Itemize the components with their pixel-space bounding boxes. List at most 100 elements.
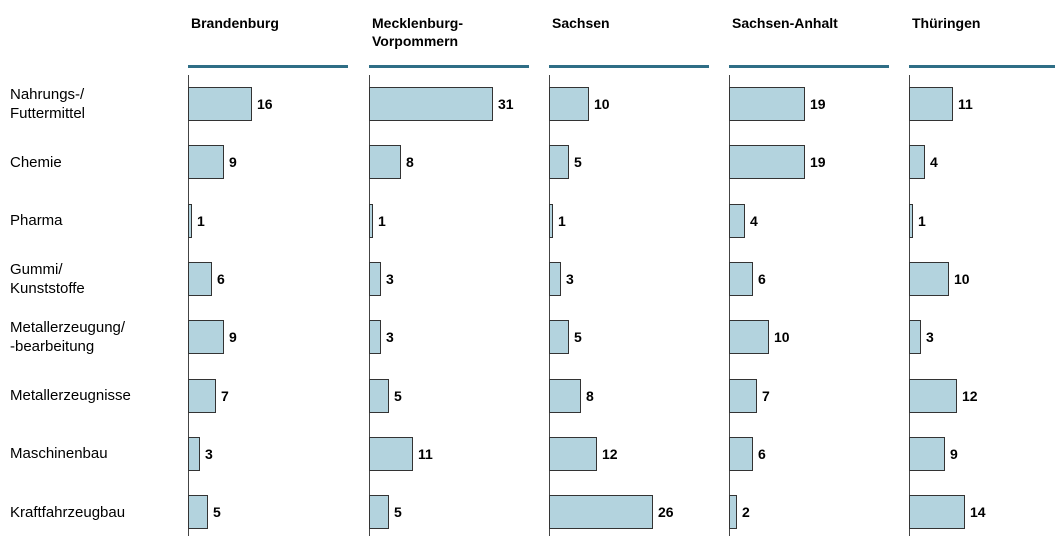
value-label: 7: [762, 387, 770, 404]
category-label: Kraftfahrzeugbau: [10, 503, 126, 521]
axis-line: [549, 75, 550, 536]
bar: [188, 378, 216, 413]
value-label: 6: [758, 270, 766, 287]
value-label: 1: [918, 212, 926, 229]
value-label: 11: [958, 96, 973, 112]
bar: [549, 261, 561, 296]
bar: [729, 87, 805, 121]
value-label: 9: [229, 154, 237, 171]
value-label: 14: [970, 504, 986, 521]
bar: [369, 87, 493, 121]
category-label: Chemie: [10, 153, 62, 171]
bar: [729, 378, 757, 413]
category-label: Maschinenbau: [10, 445, 108, 463]
value-label: 5: [574, 329, 582, 346]
category-label: Metallerzeugnisse: [10, 387, 131, 404]
bar: [729, 495, 737, 530]
category-label: Metallerzeugung/ -bearbeitung: [10, 319, 126, 356]
bar: [188, 436, 200, 471]
value-label: 1: [558, 212, 566, 229]
bar: [549, 378, 581, 413]
bar: [909, 87, 953, 121]
value-label: 5: [394, 504, 402, 521]
value-label: 8: [586, 387, 594, 404]
value-label: 31: [498, 96, 514, 112]
bar: [549, 320, 569, 355]
bar: [188, 87, 252, 121]
bar: [909, 261, 949, 296]
bar: [729, 203, 745, 238]
value-label: 26: [658, 504, 674, 521]
bar: [188, 203, 192, 238]
value-label: 4: [930, 154, 938, 171]
title-underline: [369, 65, 529, 68]
value-label: 9: [950, 445, 958, 462]
bar: [369, 203, 373, 238]
value-label: 19: [810, 154, 826, 171]
value-label: 8: [406, 154, 414, 171]
value-label: 3: [205, 445, 213, 462]
bar: [549, 203, 553, 238]
axis-line: [369, 75, 370, 536]
title-underline: [729, 65, 889, 68]
value-label: 11: [418, 445, 433, 462]
bar: [369, 145, 401, 180]
bar: [909, 203, 913, 238]
bar: [369, 261, 381, 296]
bar: [549, 87, 589, 121]
value-label: 5: [574, 154, 582, 171]
axis-line: [729, 75, 730, 536]
value-label: 7: [221, 387, 229, 404]
value-label: 1: [197, 212, 205, 229]
title-underline: [188, 65, 348, 68]
axis-line: [188, 75, 189, 536]
value-label: 3: [926, 329, 934, 346]
bar: [729, 261, 753, 296]
category-label: Gummi/ Kunststoffe: [10, 260, 85, 297]
bar: [909, 320, 921, 355]
panel-title: Sachsen-Anhalt: [732, 15, 838, 31]
value-label: 4: [750, 212, 758, 229]
category-label: Pharma: [10, 212, 63, 230]
bar: [369, 495, 389, 530]
value-label: 12: [962, 387, 978, 404]
bar: [549, 495, 653, 530]
value-label: 9: [229, 329, 237, 346]
value-label: 2: [742, 504, 750, 521]
bar: [909, 378, 957, 413]
value-label: 6: [758, 445, 766, 462]
category-label: Nahrungs-/ Futtermittel: [10, 86, 86, 122]
axis-line: [909, 75, 910, 536]
value-label: 12: [602, 445, 618, 462]
value-label: 10: [594, 96, 610, 112]
bar: [729, 436, 753, 471]
value-label: 19: [810, 96, 826, 112]
panel-title: Sachsen: [552, 15, 610, 31]
bar: [909, 436, 945, 471]
bar: [549, 145, 569, 180]
value-label: 1: [378, 212, 386, 229]
bar: [909, 145, 925, 180]
bar: [549, 436, 597, 471]
title-underline: [909, 65, 1055, 68]
value-label: 5: [394, 387, 402, 404]
bar: [729, 320, 769, 355]
bar: [188, 320, 224, 355]
bar: [909, 495, 965, 530]
value-label: 5: [213, 504, 221, 521]
panel-title: Brandenburg: [191, 15, 279, 31]
value-label: 6: [217, 270, 225, 287]
value-label: 3: [566, 270, 574, 287]
value-label: 16: [257, 96, 273, 112]
value-label: 3: [386, 270, 394, 287]
panel-title: Mecklenburg- Vorpommern: [372, 15, 464, 49]
bar: [188, 261, 212, 296]
bar: [369, 378, 389, 413]
bar: [369, 320, 381, 355]
panel-title: Thüringen: [912, 15, 981, 31]
bar: [188, 495, 208, 530]
value-label: 3: [386, 329, 394, 346]
bar: [188, 145, 224, 180]
title-underline: [549, 65, 709, 68]
